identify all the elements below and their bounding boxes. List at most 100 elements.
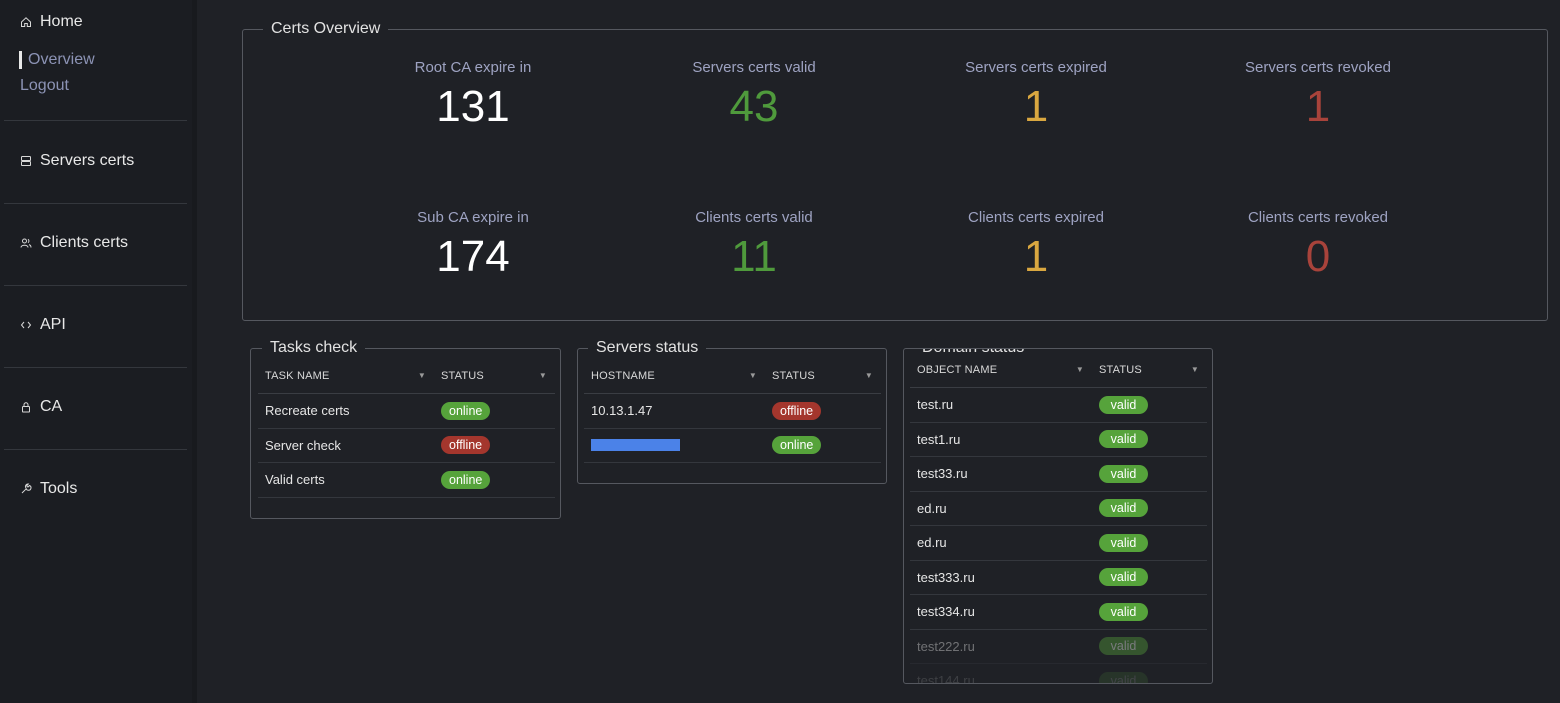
code-icon	[19, 318, 33, 332]
stat-label: Root CA expire in	[414, 59, 532, 76]
status-badge: valid	[1099, 602, 1148, 621]
row-name: test1.ru	[917, 431, 961, 447]
stat-value: 174	[436, 232, 510, 281]
stat-root-ca-expire: Root CA expire in 131	[353, 59, 593, 133]
table-row[interactable]: Recreate certs online	[258, 394, 555, 429]
stat-value: 1	[1305, 82, 1331, 131]
column-header-label: STATUS	[1099, 363, 1142, 376]
sidebar-edge	[192, 0, 197, 703]
sidebar-item-servers-certs[interactable]: Servers certs	[19, 152, 134, 170]
row-status-cell: valid	[1092, 499, 1207, 518]
table-row[interactable]: Server check offline	[258, 429, 555, 463]
row-name-cell: 10.13.1.47	[584, 403, 765, 418]
sidebar-item-label: CA	[40, 398, 63, 415]
domain-status-title: Domain status	[914, 349, 1033, 357]
row-name-cell	[584, 439, 765, 452]
table-row[interactable]: test1.ru valid	[910, 423, 1207, 457]
sidebar-item-clients-certs[interactable]: Clients certs	[19, 234, 128, 252]
servers-table: HOSTNAME ▼ STATUS ▼ 10.13.1.47 offline onl…	[584, 358, 881, 463]
sidebar: Home Overview Logout Servers certs Clien…	[0, 0, 192, 703]
lock-icon	[19, 400, 33, 414]
stat-value: 131	[436, 82, 510, 131]
row-name: Server check	[265, 437, 341, 453]
column-header-label: STATUS	[441, 369, 484, 382]
sidebar-divider	[4, 449, 187, 450]
row-name: ed.ru	[917, 500, 947, 516]
table-row[interactable]: test.ru valid	[910, 388, 1207, 423]
stat-label: Servers certs expired	[965, 59, 1107, 76]
row-status-cell: offline	[434, 436, 555, 455]
sort-caret-icon[interactable]: ▼	[748, 371, 757, 380]
table-row[interactable]: test33.ru valid	[910, 457, 1207, 492]
row-name-cell: test334.ru	[910, 604, 1092, 619]
domain-status-panel: Domain status OBJECT NAME ▼ STATUS ▼ tes…	[903, 348, 1213, 684]
sidebar-item-logout[interactable]: Logout	[20, 77, 69, 94]
status-badge: offline	[772, 401, 822, 420]
stat-value: 0	[1305, 232, 1331, 281]
row-status-cell: offline	[765, 401, 881, 420]
table-row[interactable]: 10.13.1.47 offline	[584, 394, 881, 429]
row-name: Recreate certs	[265, 403, 350, 419]
stat-label: Servers certs valid	[692, 59, 816, 76]
sidebar-item-tools[interactable]: Tools	[19, 480, 77, 498]
certs-overview-panel: Certs Overview Root CA expire in 131 Ser…	[242, 20, 1548, 321]
domains-table: OBJECT NAME ▼ STATUS ▼ test.ru valid test1…	[910, 352, 1207, 684]
stat-label: Sub CA expire in	[417, 209, 529, 226]
row-name: Valid certs	[265, 472, 325, 488]
wrench-icon	[19, 482, 33, 496]
row-name: test144.ru	[917, 673, 975, 684]
sort-caret-icon[interactable]: ▼	[1190, 365, 1199, 374]
row-name-cell: Valid certs	[258, 472, 434, 487]
row-name-cell: test222.ru	[910, 639, 1092, 654]
stat-clients-certs-expired: Clients certs expired 1	[916, 209, 1156, 283]
stat-value: 1	[1023, 82, 1049, 131]
table-row[interactable]: test334.ru valid	[910, 595, 1207, 630]
status-badge: valid	[1099, 671, 1148, 683]
status-badge: valid	[1099, 464, 1148, 483]
table-row[interactable]: online	[584, 429, 881, 463]
row-status-cell: valid	[1092, 602, 1207, 621]
stat-label: Clients certs valid	[695, 209, 813, 226]
tasks-check-title: Tasks check	[262, 339, 366, 357]
sort-caret-icon[interactable]: ▼	[417, 371, 426, 380]
row-name-cell: Recreate certs	[258, 403, 434, 418]
status-badge: valid	[1099, 395, 1148, 414]
table-header: OBJECT NAME ▼ STATUS ▼	[910, 352, 1207, 388]
status-badge: valid	[1099, 533, 1148, 552]
row-name: test334.ru	[917, 604, 975, 620]
servers-rows: 10.13.1.47 offline online	[584, 394, 881, 463]
column-header-status[interactable]: STATUS ▼	[765, 358, 881, 393]
sort-caret-icon[interactable]: ▼	[538, 371, 547, 380]
table-row[interactable]: test222.ru valid	[910, 630, 1207, 664]
column-header-label: TASK NAME	[265, 369, 330, 382]
sidebar-item-ca[interactable]: CA	[19, 398, 62, 416]
column-header-hostname[interactable]: HOSTNAME ▼	[584, 358, 765, 393]
table-row[interactable]: ed.ru valid	[910, 492, 1207, 526]
row-name: 10.13.1.47	[591, 403, 653, 419]
table-row[interactable]: ed.ru valid	[910, 526, 1207, 561]
row-name-cell: Server check	[258, 438, 434, 453]
row-status-cell: valid	[1092, 568, 1207, 587]
tasks-table: TASK NAME ▼ STATUS ▼ Recreate certs onlin…	[258, 358, 555, 498]
table-row[interactable]: Valid certs online	[258, 463, 555, 498]
servers-status-panel: Servers status HOSTNAME ▼ STATUS ▼ 10.13…	[577, 339, 887, 484]
sort-caret-icon[interactable]: ▼	[864, 371, 873, 380]
column-header-task-name[interactable]: TASK NAME ▼	[258, 358, 434, 393]
stat-servers-certs-expired: Servers certs expired 1	[916, 59, 1156, 133]
table-row[interactable]: test144.ru valid	[910, 664, 1207, 684]
sidebar-item-home[interactable]: Home	[19, 13, 83, 31]
column-header-status[interactable]: STATUS ▼	[1092, 352, 1207, 387]
sort-caret-icon[interactable]: ▼	[1075, 365, 1084, 374]
status-badge: online	[441, 401, 491, 420]
status-badge: offline	[441, 436, 491, 455]
table-row[interactable]: test333.ru valid	[910, 561, 1207, 595]
home-icon	[19, 15, 33, 29]
row-name-cell: test1.ru	[910, 432, 1092, 447]
stat-sub-ca-expire: Sub CA expire in 174	[353, 209, 593, 283]
column-header-status[interactable]: STATUS ▼	[434, 358, 555, 393]
sidebar-item-api[interactable]: API	[19, 316, 66, 334]
row-status-cell: valid	[1092, 671, 1207, 683]
certs-overview-title: Certs Overview	[263, 20, 389, 38]
column-header-object-name[interactable]: OBJECT NAME ▼	[910, 352, 1092, 387]
sidebar-item-overview[interactable]: Overview	[19, 51, 95, 69]
